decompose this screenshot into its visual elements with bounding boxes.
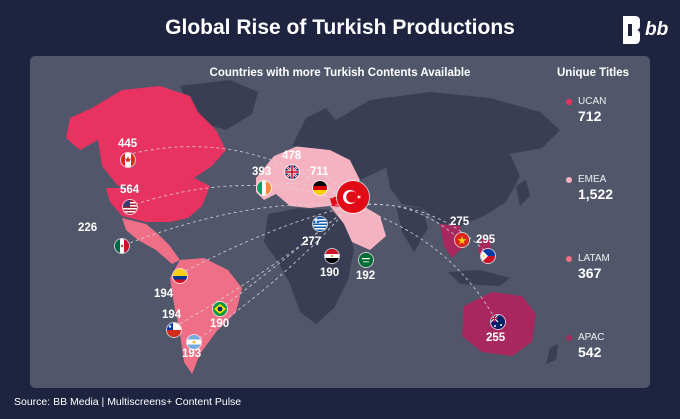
vietnam-flag-icon — [454, 232, 470, 248]
argentina-flag-icon — [186, 334, 202, 350]
count-greece: 277 — [302, 236, 322, 248]
ireland-flag-icon — [256, 180, 272, 196]
japan-shape — [516, 180, 530, 206]
legend-value-apac: 542 — [578, 344, 602, 360]
legend-title: Unique Titles — [557, 67, 629, 79]
legend-name-apac: APAC — [578, 332, 605, 343]
legend-value-emea: 1,522 — [578, 186, 614, 202]
bb-logo-mark-icon — [623, 16, 640, 44]
legend-dot-ucan — [566, 99, 572, 105]
alaska-shape — [66, 108, 98, 150]
middle-east-shape — [330, 204, 386, 250]
usa-flag-icon — [122, 199, 138, 215]
line-colombia — [179, 205, 351, 275]
africa-shape — [264, 208, 354, 324]
count-usa: 564 — [120, 184, 140, 196]
legend-name-emea: EMEA — [578, 174, 607, 185]
map-panel: Countries with more Turkish Contents Ava… — [30, 56, 650, 388]
count-egypt: 190 — [320, 267, 340, 279]
line-australia — [349, 205, 499, 325]
brazil-flag-icon — [212, 301, 228, 317]
uk-flag-icon — [284, 164, 300, 180]
legend-value-latam: 367 — [578, 265, 602, 281]
egypt-flag-icon — [324, 248, 340, 264]
indonesia-shape — [448, 270, 510, 286]
legend-name-latam: LATAM — [578, 253, 610, 264]
count-brazil: 190 — [210, 318, 230, 330]
count-mexico: 226 — [78, 222, 98, 234]
asia-shape — [386, 154, 520, 226]
chile-flag-icon — [166, 322, 182, 338]
russia-shape — [330, 92, 560, 180]
source-note: Source: BB Media | Multiscreens+ Content… — [14, 396, 242, 408]
mexico-flag-icon — [114, 238, 130, 254]
line-chile — [175, 205, 351, 327]
legend-name-ucan: UCAN — [578, 96, 607, 107]
count-philippines: 295 — [476, 234, 496, 246]
saudi-arabia-flag-icon — [358, 252, 374, 268]
mexico-shape — [122, 218, 180, 264]
legend-dot-latam — [566, 256, 572, 262]
map-subtitle: Countries with more Turkish Contents Ava… — [209, 67, 471, 79]
count-vietnam: 275 — [450, 216, 470, 228]
count-germany: 711 — [310, 166, 329, 178]
count-saudi-arabia: 192 — [356, 270, 376, 282]
legend-value-ucan: 712 — [578, 108, 602, 124]
logo-text: bb — [645, 19, 669, 40]
colombia-flag-icon — [172, 268, 188, 284]
world-map — [66, 80, 560, 374]
count-canada: 445 — [118, 138, 138, 150]
bb-logo: bb — [621, 16, 669, 44]
scandinavia-shape — [292, 108, 336, 150]
count-argentina: 193 — [182, 348, 202, 360]
line-mexico — [121, 203, 351, 247]
count-ireland: 393 — [252, 166, 272, 178]
count-colombia: 194 — [154, 288, 174, 300]
germany-flag-icon — [312, 180, 328, 196]
canada-flag-icon — [120, 152, 136, 168]
line-germany — [317, 185, 351, 205]
new-zealand-shape — [546, 344, 558, 364]
count-australia: 255 — [486, 332, 506, 344]
page-title: Global Rise of Turkish Productions — [165, 16, 515, 39]
turkey-flag-icon — [336, 180, 370, 214]
australia-flag-icon — [490, 314, 506, 330]
legend-dot-apac — [566, 335, 572, 341]
legend-dot-emea — [566, 177, 572, 183]
line-usa — [129, 185, 351, 207]
count-chile: 194 — [162, 309, 182, 321]
india-shape — [396, 206, 428, 252]
line-argentina — [193, 205, 351, 343]
greece-flag-icon — [312, 216, 328, 232]
philippines-flag-icon — [480, 248, 496, 264]
count-uk: 478 — [282, 150, 302, 162]
